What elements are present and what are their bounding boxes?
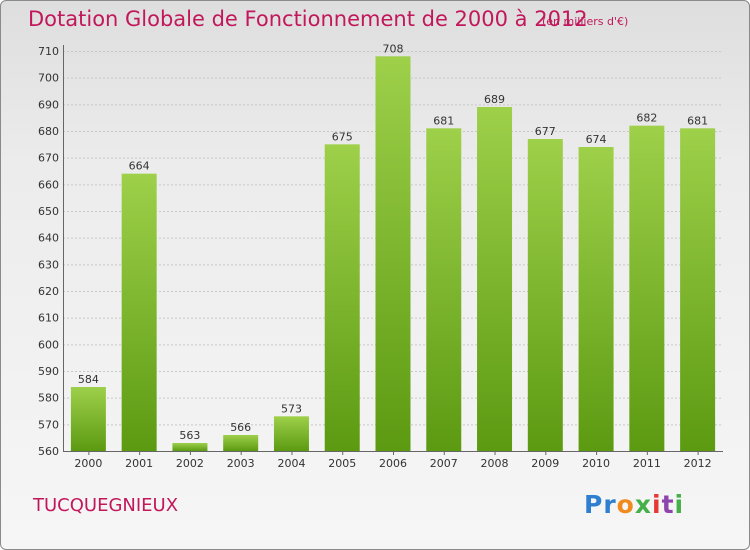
bars (70, 56, 716, 452)
commune-name: TUCQUEGNIEUX (33, 495, 179, 516)
data-label-2006: 708 (383, 42, 404, 55)
x-tick-label-2008: 2008 (481, 457, 509, 470)
data-label-2008: 689 (484, 93, 505, 106)
data-label-2005: 675 (332, 130, 353, 143)
data-label-2001: 664 (129, 160, 150, 173)
x-tick-label-2006: 2006 (379, 457, 407, 470)
x-tick-label-2005: 2005 (328, 457, 356, 470)
data-label-2011: 682 (636, 112, 657, 125)
axes (63, 45, 723, 455)
x-tick-label-2000: 2000 (74, 457, 102, 470)
data-label-2010: 674 (586, 133, 607, 146)
x-tick-label-2002: 2002 (176, 457, 204, 470)
x-tick-label-2011: 2011 (633, 457, 661, 470)
y-tick-label: 630 (38, 258, 59, 271)
x-tick-label-2001: 2001 (125, 457, 153, 470)
bar-2000 (70, 387, 106, 451)
x-tick-label-2004: 2004 (277, 457, 305, 470)
data-label-2000: 584 (78, 373, 99, 386)
bar-2007 (426, 128, 462, 451)
bar-2006 (375, 56, 411, 451)
y-tick-label: 660 (38, 178, 59, 191)
y-tick-label: 560 (38, 445, 59, 458)
bar-2005 (324, 144, 360, 452)
y-tick-label: 580 (38, 392, 59, 405)
bar-2012 (680, 128, 716, 451)
proxiti-logo[interactable]: Proxiti (584, 490, 685, 519)
bar-2008 (477, 107, 513, 451)
y-tick-label: 690 (38, 98, 59, 111)
grid-lines (63, 51, 723, 452)
bar-2002 (172, 443, 208, 451)
data-label-2004: 573 (281, 402, 302, 415)
data-label-2009: 677 (535, 125, 556, 138)
y-tick-label: 600 (38, 338, 59, 351)
chart-subtitle: (en milliers d'€) (542, 15, 629, 28)
y-tick-label: 590 (38, 365, 59, 378)
y-tick-label: 620 (38, 285, 59, 298)
y-tick-label: 670 (38, 152, 59, 165)
bar-2010 (578, 147, 614, 451)
chart-title: Dotation Globale de Fonctionnement de 20… (28, 7, 588, 31)
data-label-2012: 681 (687, 114, 708, 127)
x-tick-label-2012: 2012 (684, 457, 712, 470)
y-tick-label: 700 (38, 72, 59, 85)
y-tick-label: 650 (38, 205, 59, 218)
bar-2001 (121, 173, 157, 451)
bar-2004 (273, 416, 309, 451)
labels: 560 570 580 590 600 610 620 630 640 650 660 670 680 6… (38, 42, 712, 470)
y-tick-label: 640 (38, 232, 59, 245)
data-label-2003: 566 (230, 421, 251, 434)
x-tick-label-2009: 2009 (531, 457, 559, 470)
data-label-2007: 681 (433, 114, 454, 127)
y-tick-label: 570 (38, 418, 59, 431)
x-tick-label-2007: 2007 (430, 457, 458, 470)
y-tick-label: 710 (38, 45, 59, 58)
bar-2009 (527, 139, 563, 451)
x-tick-label-2010: 2010 (582, 457, 610, 470)
bar-2003 (223, 435, 259, 451)
y-tick-label: 680 (38, 125, 59, 138)
data-label-2002: 563 (179, 429, 200, 442)
x-tick-label-2003: 2003 (227, 457, 255, 470)
y-tick-label: 610 (38, 312, 59, 325)
bar-2011 (629, 125, 665, 452)
